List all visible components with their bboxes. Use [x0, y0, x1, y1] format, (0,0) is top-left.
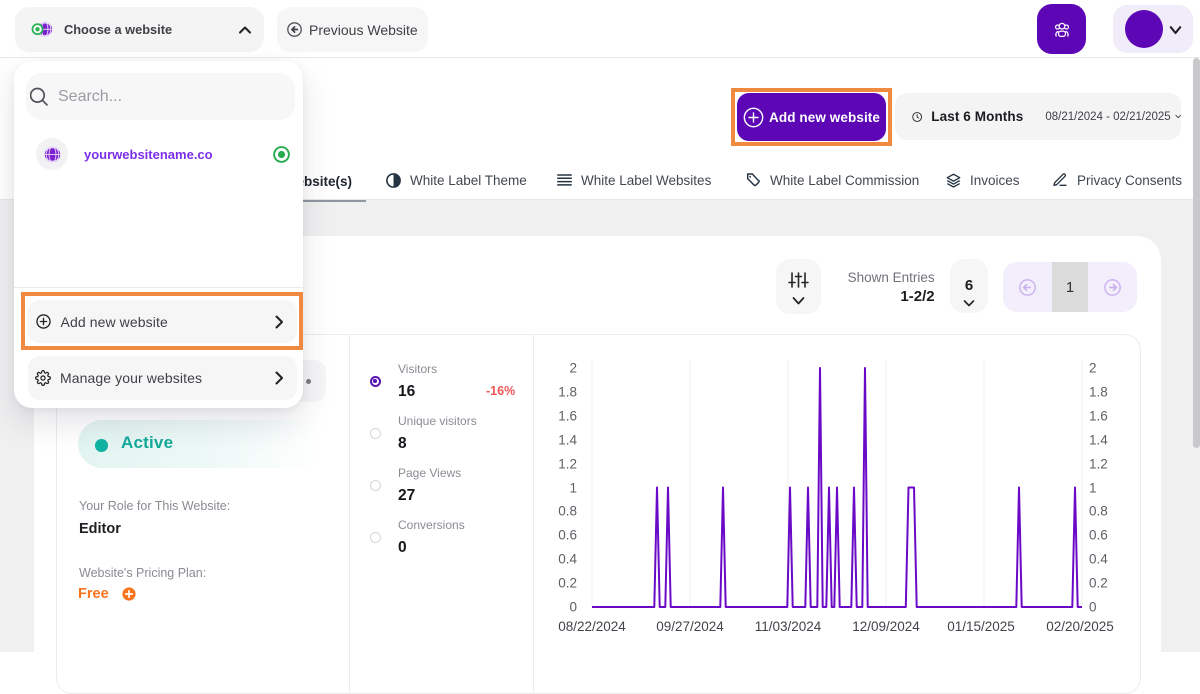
svg-text:2: 2 [1089, 361, 1097, 376]
svg-text:11/03/2024: 11/03/2024 [755, 619, 822, 634]
svg-text:12/09/2024: 12/09/2024 [852, 619, 920, 634]
svg-text:0.4: 0.4 [558, 552, 577, 567]
svg-text:08/22/2024: 08/22/2024 [558, 619, 626, 634]
svg-text:2: 2 [569, 361, 577, 376]
svg-text:1: 1 [569, 481, 577, 496]
svg-text:0.6: 0.6 [558, 528, 577, 543]
svg-text:0: 0 [1089, 600, 1097, 615]
svg-text:1.6: 1.6 [558, 409, 577, 424]
svg-text:1.6: 1.6 [1089, 409, 1108, 424]
svg-text:1: 1 [1089, 481, 1097, 496]
svg-text:1.2: 1.2 [1089, 457, 1108, 472]
svg-text:1.4: 1.4 [1089, 433, 1108, 448]
svg-text:0.2: 0.2 [1089, 576, 1108, 591]
svg-text:0.2: 0.2 [558, 576, 577, 591]
svg-text:1.4: 1.4 [558, 433, 577, 448]
svg-text:02/20/2025: 02/20/2025 [1046, 619, 1114, 634]
svg-text:1.2: 1.2 [558, 457, 577, 472]
svg-text:01/15/2025: 01/15/2025 [947, 619, 1015, 634]
svg-text:0.6: 0.6 [1089, 528, 1108, 543]
svg-text:09/27/2024: 09/27/2024 [656, 619, 724, 634]
svg-text:0: 0 [569, 600, 577, 615]
svg-text:0.8: 0.8 [1089, 504, 1108, 519]
svg-text:0.4: 0.4 [1089, 552, 1108, 567]
svg-text:0.8: 0.8 [558, 504, 577, 519]
svg-text:1.8: 1.8 [1089, 385, 1108, 400]
svg-text:1.8: 1.8 [558, 385, 577, 400]
